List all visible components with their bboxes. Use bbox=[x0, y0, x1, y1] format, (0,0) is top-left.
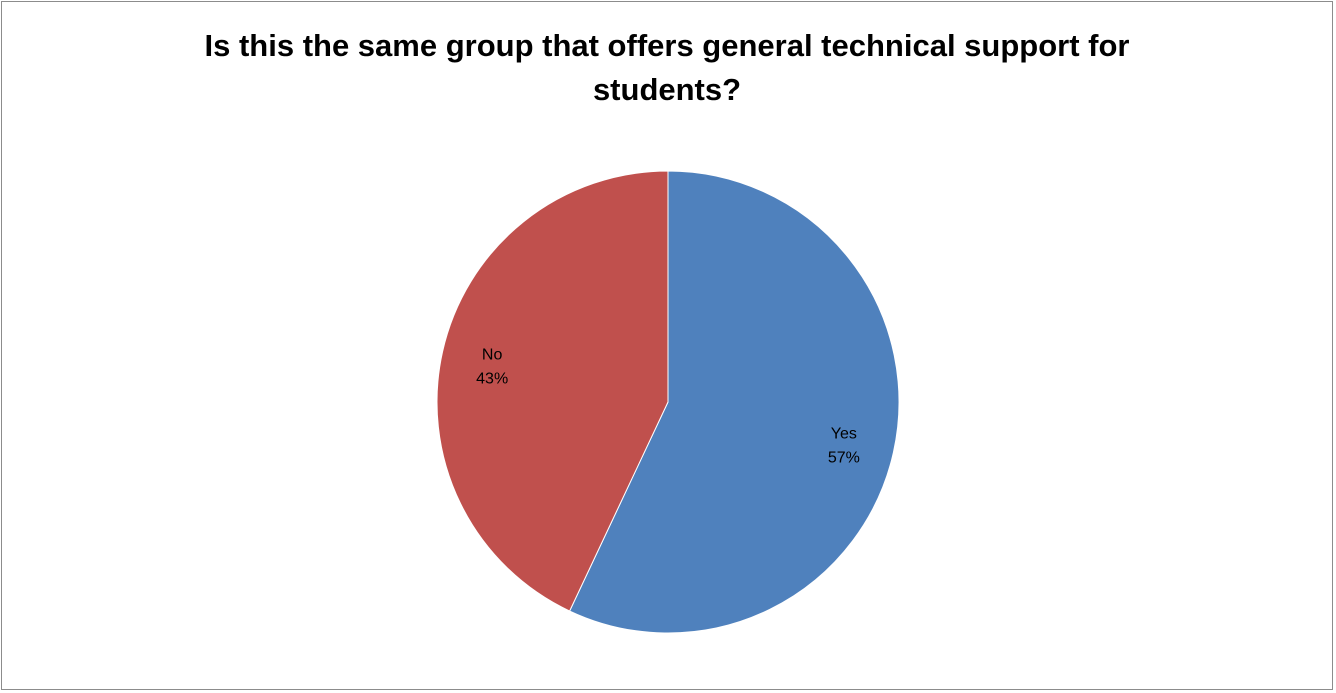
chart-title: Is this the same group that offers gener… bbox=[122, 24, 1212, 112]
pie-slice-no bbox=[436, 170, 669, 612]
data-label-percent: 43% bbox=[476, 371, 508, 388]
chart-title-line-2: students? bbox=[592, 72, 742, 107]
chart-title-line-1: Is this the same group that offers gener… bbox=[204, 28, 1130, 63]
pie-slice-yes bbox=[568, 170, 900, 634]
data-label-percent: 57% bbox=[828, 449, 860, 466]
data-label-no: No 43% bbox=[476, 347, 508, 388]
data-label-category: Yes bbox=[831, 425, 857, 442]
data-label-yes: Yes 57% bbox=[828, 425, 860, 466]
data-label-category: No bbox=[482, 347, 503, 364]
